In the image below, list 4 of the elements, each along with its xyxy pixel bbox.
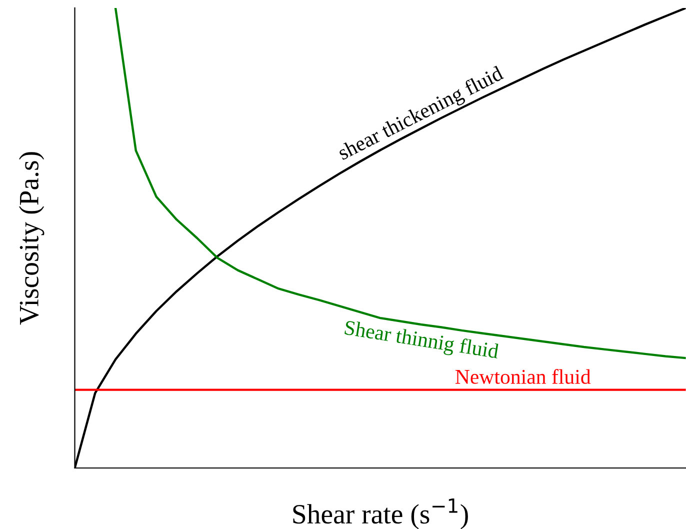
y-axis-title: Viscosity (Pa.s) xyxy=(18,152,44,325)
text: Shear thinnig fluid xyxy=(344,320,500,363)
series-label: Newtonian fluid xyxy=(455,369,591,384)
x-axis-title: Shear rate (s$^{−1}$) xyxy=(293,498,468,529)
